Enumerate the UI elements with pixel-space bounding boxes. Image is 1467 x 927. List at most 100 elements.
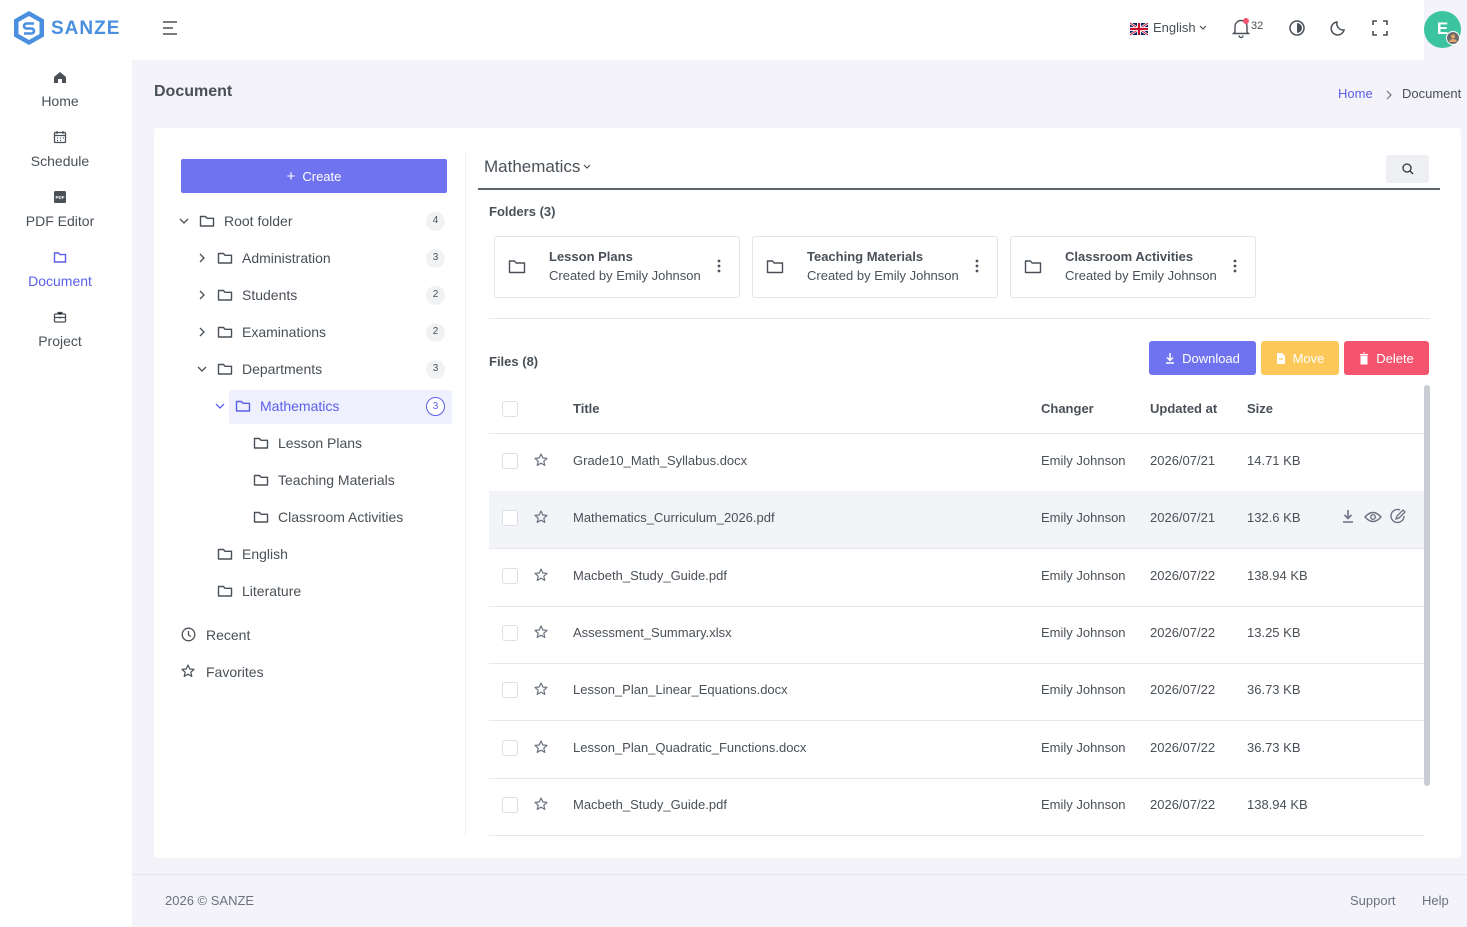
folder-menu[interactable]: [717, 259, 721, 273]
folder-card[interactable]: [1010, 236, 1256, 298]
tree-label[interactable]: Administration: [242, 250, 331, 266]
logo: [14, 11, 44, 45]
folder-card-icon: [766, 260, 784, 274]
language[interactable]: English: [1153, 20, 1196, 35]
copyright: 2026 © SANZE: [165, 893, 255, 908]
favorites-icon[interactable]: [181, 664, 196, 679]
row-checkbox[interactable]: [502, 510, 518, 527]
row-line: [489, 605, 1424, 607]
nav-label[interactable]: Document: [28, 273, 92, 289]
create-label: Create: [302, 168, 342, 184]
tree-count: 3: [426, 397, 445, 416]
cell-size: 13.25 KB: [1247, 624, 1301, 640]
tree-label[interactable]: Departments: [242, 361, 323, 377]
tree-label[interactable]: Teaching Materials: [278, 472, 395, 488]
create-button[interactable]: + Create: [181, 159, 447, 193]
files-heading: Files (8): [489, 354, 539, 369]
nav-icon[interactable]: [53, 310, 67, 324]
fullscreen[interactable]: [1372, 20, 1388, 36]
nav-label[interactable]: Project: [38, 333, 82, 349]
current-folder[interactable]: Mathematics: [484, 157, 581, 176]
recent-icon[interactable]: [181, 627, 196, 642]
folder-menu[interactable]: [1233, 259, 1237, 273]
nav-icon[interactable]: [53, 70, 67, 84]
folder-menu[interactable]: [975, 259, 979, 273]
favorite-star[interactable]: [534, 567, 548, 582]
folder-caret[interactable]: [583, 163, 591, 171]
nav-icon[interactable]: [53, 250, 67, 264]
tree-recent[interactable]: Recent: [206, 627, 251, 643]
favorite-star[interactable]: [534, 739, 548, 754]
folder-card[interactable]: [752, 236, 998, 298]
tree-folder-icon: [217, 585, 233, 597]
tree-folder-icon: [199, 215, 215, 227]
row-line: [489, 662, 1424, 664]
tree-count: 4: [426, 212, 445, 231]
row-checkbox[interactable]: [502, 682, 518, 699]
tree-favorites[interactable]: Favorites: [206, 664, 264, 680]
nav-label[interactable]: Home: [41, 93, 79, 109]
tree-label[interactable]: Lesson Plans: [278, 435, 363, 451]
tree-label[interactable]: Root folder: [224, 213, 293, 229]
footer-link[interactable]: Support: [1350, 893, 1396, 908]
cell-title[interactable]: Grade10_Math_Syllabus.docx: [573, 453, 748, 468]
favorite-star[interactable]: [534, 797, 548, 811]
tree-label[interactable]: Students: [242, 287, 298, 303]
cell-title[interactable]: Lesson_Plan_Linear_Equations.docx: [573, 682, 788, 698]
favorite-star[interactable]: [534, 453, 548, 467]
breadcrumb-link[interactable]: Home: [1338, 86, 1373, 101]
nav-label[interactable]: Schedule: [30, 153, 90, 169]
row-checkbox[interactable]: [502, 796, 518, 813]
cell-changer: Emily Johnson: [1041, 796, 1126, 812]
row-checkbox[interactable]: [502, 739, 518, 756]
folder-creator: Created by Emily Johnson: [549, 268, 701, 283]
action-button[interactable]: Delete: [1344, 341, 1429, 375]
column-header: Size: [1247, 401, 1274, 416]
menu-toggle[interactable]: [162, 20, 178, 36]
tree-folder-icon: [217, 548, 233, 560]
tree-label[interactable]: Mathematics: [260, 398, 340, 414]
cell-title[interactable]: Assessment_Summary.xlsx: [573, 624, 732, 640]
nav-icon[interactable]: PDF: [53, 190, 67, 204]
favorite-star[interactable]: [534, 510, 548, 524]
bell[interactable]: [1231, 18, 1251, 39]
select-all[interactable]: [502, 401, 518, 417]
tree-chevron[interactable]: [196, 289, 208, 301]
cell-updated: 2026/07/22: [1150, 624, 1216, 640]
row-download[interactable]: [1342, 510, 1354, 524]
tree-label[interactable]: Classroom Activities: [278, 509, 404, 525]
tree-label[interactable]: Literature: [242, 583, 302, 599]
cell-title[interactable]: Lesson_Plan_Quadratic_Functions.docx: [573, 739, 807, 755]
tree-chevron[interactable]: [214, 400, 226, 412]
row-checkbox[interactable]: [502, 624, 518, 641]
tree-label[interactable]: English: [242, 546, 288, 562]
search-button[interactable]: [1386, 155, 1429, 183]
nav-label[interactable]: PDF Editor: [25, 213, 95, 229]
column-header: Updated at: [1150, 401, 1218, 416]
favorite-star[interactable]: [534, 682, 548, 696]
tree-chevron[interactable]: [196, 326, 208, 338]
folder-card[interactable]: [494, 236, 740, 298]
footer-link[interactable]: Help: [1422, 893, 1449, 908]
folder-name: Lesson Plans: [549, 249, 633, 264]
favorite-star[interactable]: [534, 625, 548, 639]
tree-chevron[interactable]: [196, 252, 208, 264]
row-checkbox[interactable]: [502, 567, 518, 584]
tree-label[interactable]: Examinations: [242, 324, 327, 340]
row-preview[interactable]: [1364, 511, 1382, 523]
tree-chevron[interactable]: [196, 363, 208, 375]
dark-mode[interactable]: [1330, 19, 1348, 37]
cell-title[interactable]: Macbeth_Study_Guide.pdf: [573, 796, 727, 812]
row-checkbox[interactable]: [502, 453, 518, 469]
scrollbar: [1424, 385, 1430, 786]
action-button[interactable]: Download: [1149, 341, 1256, 375]
theme-toggle[interactable]: [1288, 19, 1306, 37]
cell-title[interactable]: Macbeth_Study_Guide.pdf: [573, 567, 727, 583]
row-line: [489, 720, 1424, 722]
cell-title[interactable]: Mathematics_Curriculum_2026.pdf: [573, 510, 775, 526]
nav-icon[interactable]: [53, 130, 67, 144]
tree-chevron[interactable]: [178, 215, 190, 227]
action-button[interactable]: Move: [1261, 341, 1339, 375]
row-edit[interactable]: [1390, 509, 1406, 525]
